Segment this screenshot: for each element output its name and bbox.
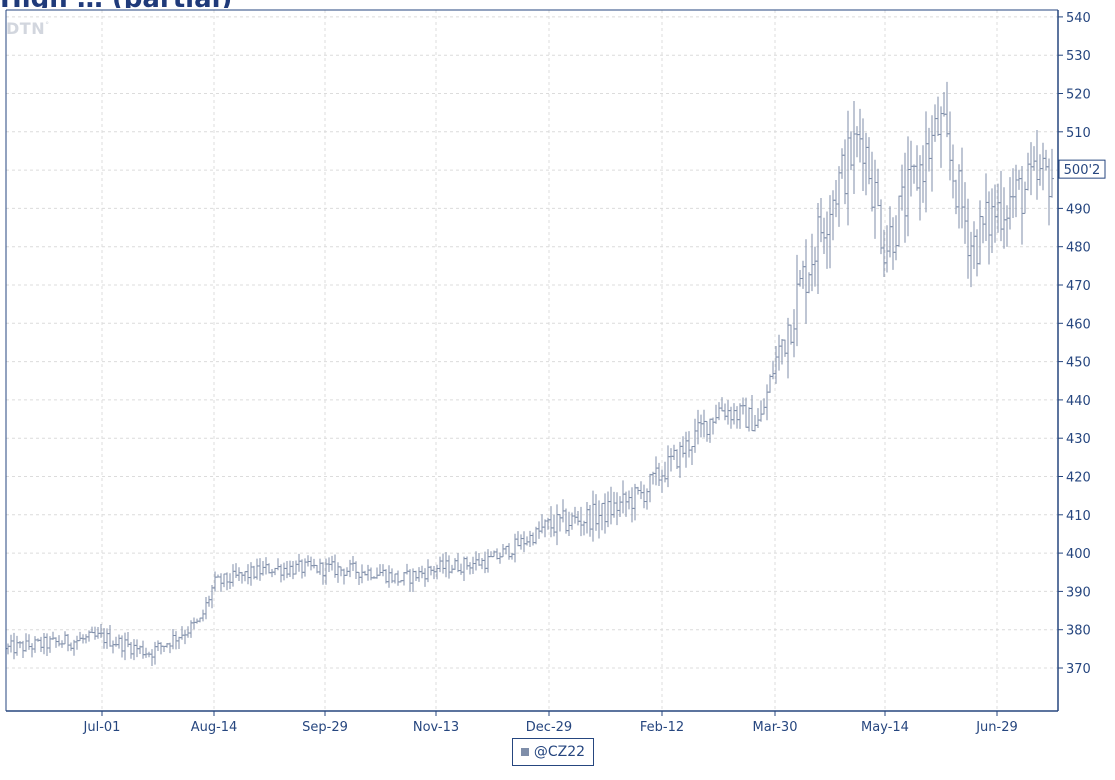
y-tick-label: 510: [1066, 126, 1091, 141]
dtn-watermark: DTN°: [6, 19, 50, 38]
x-tick-label: Feb-12: [640, 720, 684, 735]
y-tick-label: 480: [1066, 241, 1091, 256]
y-tick-label: 520: [1066, 88, 1091, 103]
x-tick-label: Jul-01: [83, 720, 121, 735]
y-tick-label: 470: [1066, 279, 1091, 294]
legend-swatch: [520, 748, 529, 756]
y-tick-label: 400: [1066, 547, 1091, 562]
y-tick-label: 440: [1066, 394, 1091, 409]
x-tick-label: Nov-13: [413, 720, 459, 735]
y-tick-label: 540: [1066, 11, 1091, 26]
y-tick-label: 430: [1066, 432, 1091, 447]
grid-layer: [6, 10, 1058, 711]
y-tick-label: 450: [1066, 356, 1091, 371]
y-tick-label: 390: [1066, 585, 1091, 600]
y-tick-label: 370: [1066, 662, 1091, 677]
legend-label: @CZ22: [533, 744, 586, 760]
y-tick-label: 490: [1066, 202, 1091, 217]
x-tick-label: Jun-29: [975, 720, 1018, 735]
price-bars-layer: [6, 81, 1054, 666]
y-tick-label: 410: [1066, 509, 1091, 524]
last-price-marker: [1058, 159, 1106, 179]
chart-title-partial: High … (partial): [0, 0, 1060, 8]
y-tick-label: 420: [1066, 471, 1091, 486]
y-tick-label: 380: [1066, 624, 1091, 639]
watermark-registered-mark: °: [45, 20, 50, 30]
x-tick-label: Mar-30: [753, 720, 798, 735]
plot-area: [6, 10, 1058, 711]
x-tick-label: Dec-29: [526, 720, 572, 735]
legend[interactable]: @CZ22: [512, 738, 594, 766]
axis-layer: 370 380 390 400 410 420 430 440 450 460 470 480 490 5…: [5, 9, 1106, 735]
y-tick-label: 460: [1066, 317, 1091, 332]
last-price-label: 500'2: [1064, 163, 1101, 178]
watermark-text: DTN: [6, 19, 46, 38]
x-tick-label: Sep-29: [302, 720, 348, 735]
x-tick-label: Aug-14: [191, 720, 238, 735]
y-tick-label: 530: [1066, 49, 1091, 64]
x-tick-label: May-14: [861, 720, 909, 735]
